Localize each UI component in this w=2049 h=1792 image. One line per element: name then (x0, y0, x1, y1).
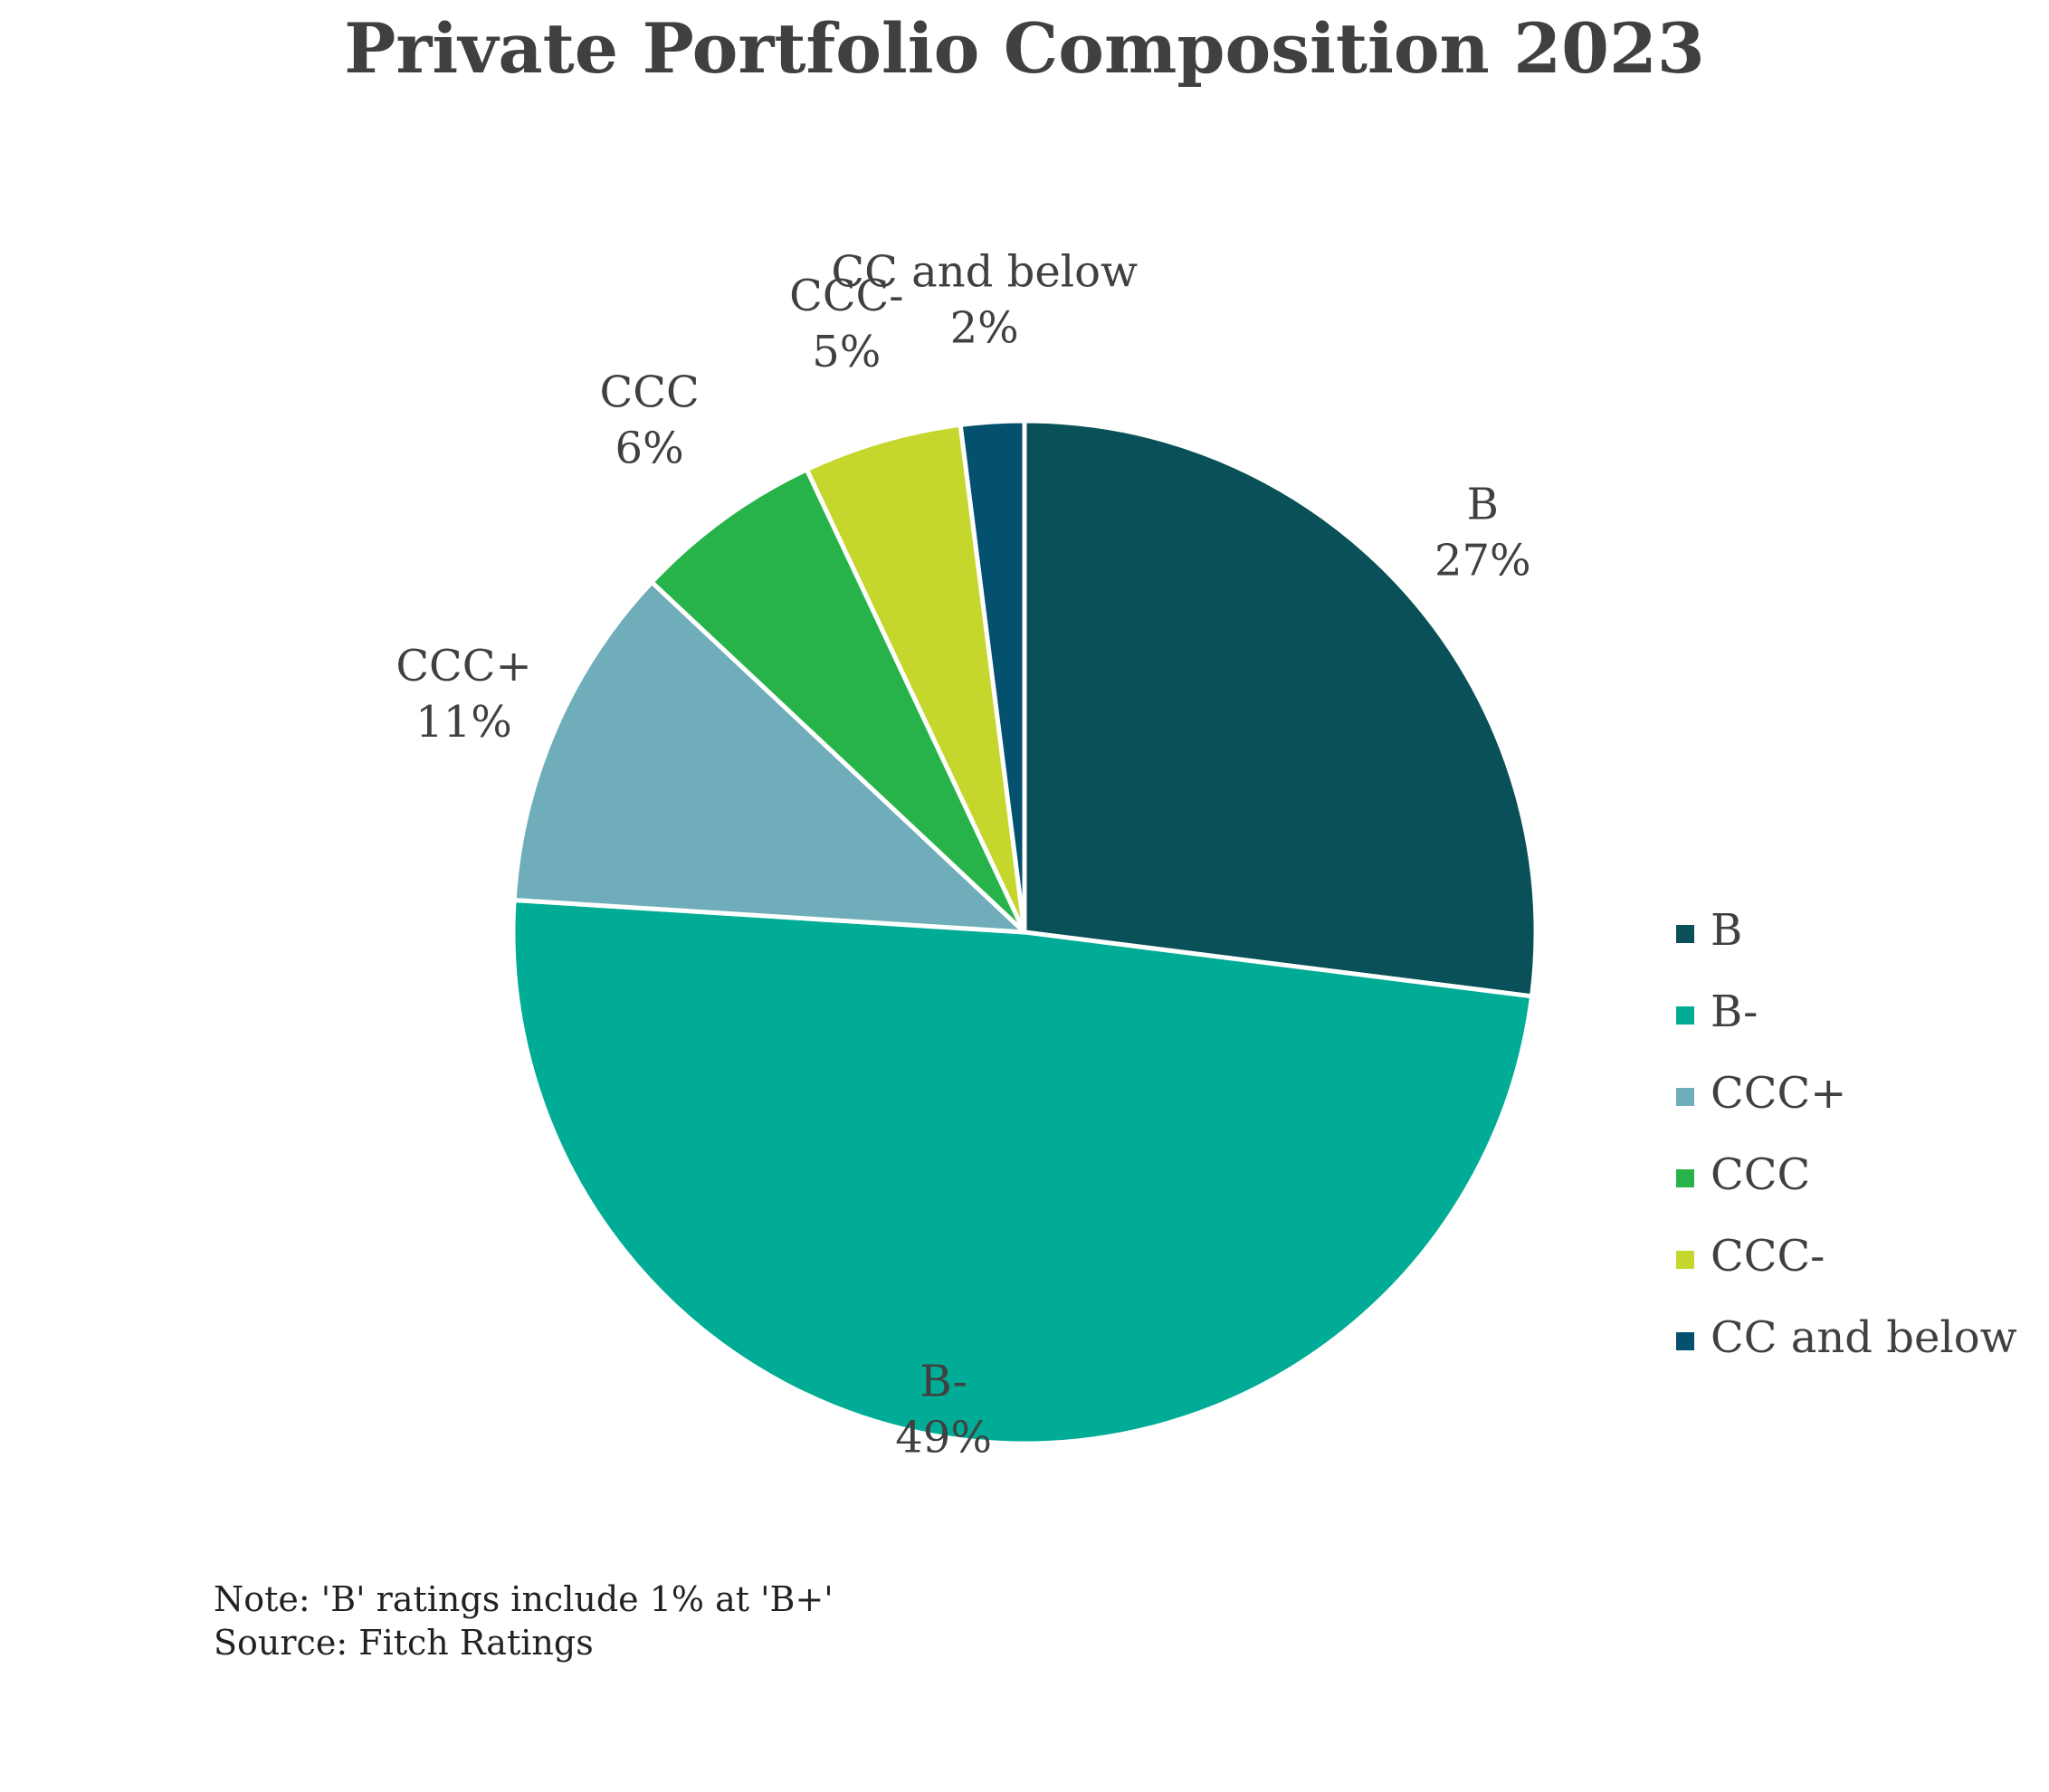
legend-label: B- (1711, 987, 1758, 1037)
legend-label: CCC- (1711, 1231, 1825, 1282)
legend-swatch (1676, 1251, 1694, 1269)
slice-value-label: 11% (415, 697, 512, 748)
note-text: Note: 'B' ratings include 1% at 'B+' (214, 1579, 834, 1619)
slice-value-label: 2% (950, 302, 1019, 353)
pie-slice-ccc (649, 467, 1027, 935)
legend-label: B (1711, 905, 1742, 956)
slice-category-label: B (1467, 480, 1499, 530)
legend-label: CCC+ (1711, 1068, 1846, 1119)
legend: B B- CCC+ CCC CCC- CC and below (1676, 905, 2017, 1363)
chart-title: Private Portfolio Composition 2023 (344, 8, 1705, 89)
slice-value-label: 6% (615, 424, 684, 474)
pie-slice-cccminus (804, 422, 1027, 935)
slice-category-label: B- (920, 1357, 967, 1407)
legend-label: CC and below (1711, 1312, 2017, 1363)
slice-category-label: CCC- (789, 271, 903, 321)
slice-value-label: 5% (812, 327, 881, 377)
slice-category-label: CCC+ (396, 641, 531, 691)
source-text: Source: Fitch Ratings (214, 1623, 594, 1663)
legend-swatch (1676, 1332, 1694, 1350)
legend-label: CCC (1711, 1149, 1810, 1200)
pie-slice-cccplus (511, 579, 1027, 935)
pie-slice-b (1022, 418, 1539, 999)
legend-swatch (1676, 1006, 1694, 1025)
pie-slice-cc-and-below (958, 418, 1027, 935)
legend-swatch (1676, 1169, 1694, 1187)
legend-swatch (1676, 925, 1694, 943)
legend-swatch (1676, 1088, 1694, 1106)
slice-category-label: CC and below (831, 246, 1138, 297)
slice-value-label: 27% (1434, 536, 1531, 586)
slice-category-label: CCC (600, 367, 700, 418)
slice-labels: B 27% B- 49% CCC+ 11% CCC 6% CCC- 5% CC and below2… (396, 246, 1530, 1463)
pie-slices (510, 418, 1539, 1446)
slice-value-label: 49% (895, 1413, 992, 1463)
pie-slice-bminus (510, 898, 1535, 1446)
